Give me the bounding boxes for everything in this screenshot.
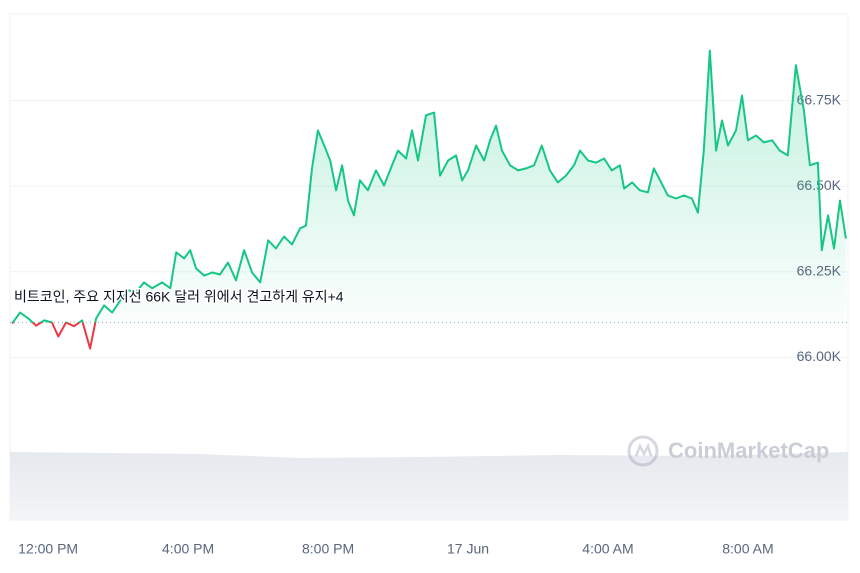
x-tick-label: 4:00 AM bbox=[582, 541, 633, 557]
y-tick-label: 66.00K bbox=[797, 348, 842, 364]
x-tick-label: 8:00 AM bbox=[722, 541, 773, 557]
x-tick-label: 17 Jun bbox=[447, 541, 489, 557]
annotation: 비트코인, 주요 지지선 66K 달러 위에서 견고하게 유지+4 bbox=[14, 289, 344, 305]
y-tick-label: 66.75K bbox=[797, 91, 842, 107]
x-tick-label: 8:00 PM bbox=[302, 541, 354, 557]
watermark: CoinMarketCap bbox=[668, 438, 829, 463]
watermark-logo bbox=[627, 435, 659, 467]
volume-area bbox=[10, 452, 848, 520]
price-area bbox=[12, 50, 846, 323]
x-tick-label: 12:00 PM bbox=[18, 541, 78, 557]
price-line bbox=[11, 49, 847, 350]
x-tick-label: 4:00 PM bbox=[162, 541, 214, 557]
